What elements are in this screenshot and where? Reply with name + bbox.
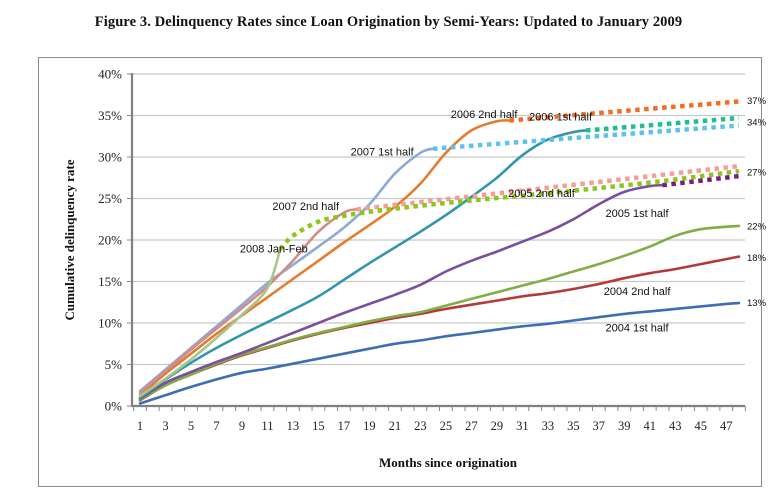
- chart-frame: [38, 57, 762, 487]
- series-line-2006-2nd-half: [138, 119, 511, 397]
- x-tick-label: 5: [188, 419, 194, 433]
- x-tick-label: 23: [414, 419, 427, 433]
- end-value-labels: 37% 34% 27% 22% 18% 13%: [747, 96, 767, 309]
- series-projection-2007-1st-half: [432, 123, 740, 151]
- series-annotations: 2008 Jan-Feb 2007 2nd half 2007 1st half 20…: [240, 109, 671, 334]
- y-tick-label: 5%: [105, 357, 123, 372]
- x-tick-label: 37: [593, 419, 606, 433]
- y-tick-label: 30%: [98, 150, 122, 165]
- end-value-label: 27%: [747, 167, 767, 178]
- x-tick-label: 41: [644, 419, 657, 433]
- series-annotation: 2004 1st half: [606, 322, 670, 334]
- series-annotation: 2007 1st half: [351, 146, 415, 158]
- y-tick-label: 35%: [98, 108, 122, 123]
- series-annotation: 2007 2nd half: [272, 201, 340, 213]
- x-tick-labels: 1 3 5 7 9 11 13 15 17 19 21 23 25 27 29 31 33 35 37 39 41 43 4…: [137, 419, 733, 433]
- y-tick-label: 15%: [98, 274, 122, 289]
- series-annotation: 2005 1st half: [606, 208, 670, 220]
- series-annotation: 2005 2nd half: [508, 188, 576, 200]
- series-projection-2005-1st-half: [662, 173, 740, 188]
- x-tick-label: 17: [338, 419, 351, 433]
- y-tick-label: 25%: [98, 191, 122, 206]
- y-tick-label: 10%: [98, 316, 122, 331]
- x-tick-label: 9: [239, 419, 245, 433]
- series-line-2005-1st-half: [138, 183, 664, 400]
- x-tick-label: 15: [312, 419, 325, 433]
- x-tick-label: 29: [491, 419, 504, 433]
- end-value-label: 22%: [747, 221, 767, 232]
- x-tick-label: 11: [261, 419, 273, 433]
- series-annotation: 2006 2nd half: [451, 109, 519, 121]
- x-tick-label: 1: [137, 419, 143, 433]
- series-line-2004-1st-half: [138, 301, 741, 405]
- x-tick-label: 43: [669, 419, 682, 433]
- series-line-2005-2nd-half: [138, 129, 588, 399]
- x-tick-label: 19: [363, 419, 376, 433]
- figure-title: Figure 3. Delinquency Rates since Loan O…: [94, 14, 683, 30]
- y-tick-labels: 0% 5% 10% 15% 20% 25% 30% 35% 40%: [98, 67, 122, 414]
- series-line-2007-1st-half: [138, 147, 435, 393]
- series-projection-2008-jan-feb: [278, 168, 740, 251]
- x-tick-label: 7: [213, 419, 219, 433]
- y-tick-label: 40%: [98, 67, 122, 82]
- series-projection-2007-2nd-half: [356, 163, 740, 212]
- series-annotation: 2006 1st half: [529, 111, 593, 123]
- x-tick-label: 25: [440, 419, 453, 433]
- x-tick-label: 39: [618, 419, 631, 433]
- series-line-2008-jan-feb: [138, 247, 282, 398]
- x-tick-label: 35: [567, 419, 580, 433]
- y-tick-label: 20%: [98, 233, 122, 248]
- y-axis-label: Cumulative delinquency rate: [62, 159, 77, 320]
- x-tick-label: 27: [465, 419, 478, 433]
- series-lines: [138, 99, 741, 405]
- end-value-label: 37%: [747, 96, 767, 107]
- x-tick-label: 31: [516, 419, 529, 433]
- x-tick-label: 13: [287, 419, 300, 433]
- end-value-label: 18%: [747, 253, 767, 264]
- series-line-2007-2nd-half: [138, 208, 358, 394]
- series-projection-2005-2nd-half: [585, 115, 740, 133]
- x-tick-label: 33: [542, 419, 555, 433]
- x-axis-label: Months since origination: [379, 455, 518, 470]
- end-value-label: 13%: [747, 298, 767, 309]
- series-annotation: 2004 2nd half: [604, 286, 672, 298]
- series-projection-2006-2nd-half: [509, 99, 740, 123]
- axes: [127, 73, 746, 411]
- end-value-label: 34%: [747, 118, 767, 129]
- x-tick-label: 47: [720, 419, 733, 433]
- series-annotation: 2008 Jan-Feb: [240, 243, 308, 255]
- x-tick-label: 3: [162, 419, 168, 433]
- series-line-2004-2nd-half-2005-green: [138, 224, 741, 401]
- x-tick-label: 21: [389, 419, 402, 433]
- y-tick-label: 0%: [105, 399, 123, 414]
- x-tick-label: 45: [695, 419, 708, 433]
